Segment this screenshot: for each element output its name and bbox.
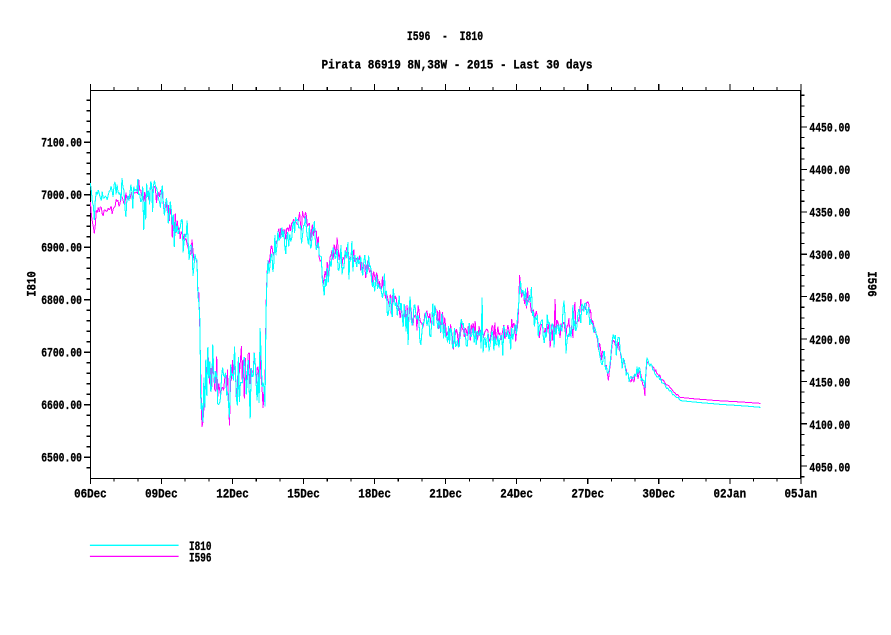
svg-text:I596: I596 [864,271,878,297]
svg-text:4250.00: 4250.00 [809,292,850,306]
svg-text:4100.00: 4100.00 [809,419,850,433]
svg-text:7100.00: 7100.00 [41,137,82,151]
svg-text:02Jan: 02Jan [714,487,747,501]
svg-text:I810: I810 [189,540,212,554]
svg-text:05Jan: 05Jan [785,487,818,501]
svg-text:4350.00: 4350.00 [809,207,850,221]
svg-text:I596: I596 [189,551,212,565]
svg-text:4050.00: 4050.00 [809,462,850,476]
svg-text:21Dec: 21Dec [429,487,462,501]
svg-text:4300.00: 4300.00 [809,249,850,263]
svg-text:I596 - I810: I596 - I810 [407,30,483,44]
svg-text:6900.00: 6900.00 [41,242,82,256]
svg-text:12Dec: 12Dec [216,487,249,501]
svg-text:24Dec: 24Dec [500,487,533,501]
svg-text:4400.00: 4400.00 [809,164,850,178]
svg-text:4200.00: 4200.00 [809,334,850,348]
svg-text:30Dec: 30Dec [642,487,675,501]
svg-text:4150.00: 4150.00 [809,377,850,391]
svg-text:6800.00: 6800.00 [41,294,82,308]
svg-text:6500.00: 6500.00 [41,452,82,466]
svg-text:09Dec: 09Dec [145,487,178,501]
svg-text:18Dec: 18Dec [358,487,391,501]
svg-text:06Dec: 06Dec [74,487,107,501]
svg-text:15Dec: 15Dec [287,487,320,501]
svg-text:7000.00: 7000.00 [41,189,82,203]
svg-text:4450.00: 4450.00 [809,122,850,136]
svg-text:27Dec: 27Dec [571,487,604,501]
svg-text:6600.00: 6600.00 [41,399,82,413]
svg-text:I810: I810 [25,271,39,297]
svg-text:Pirata 86919 8N,38W - 2015 - L: Pirata 86919 8N,38W - 2015 - Last 30 day… [322,58,593,72]
svg-text:6700.00: 6700.00 [41,347,82,361]
